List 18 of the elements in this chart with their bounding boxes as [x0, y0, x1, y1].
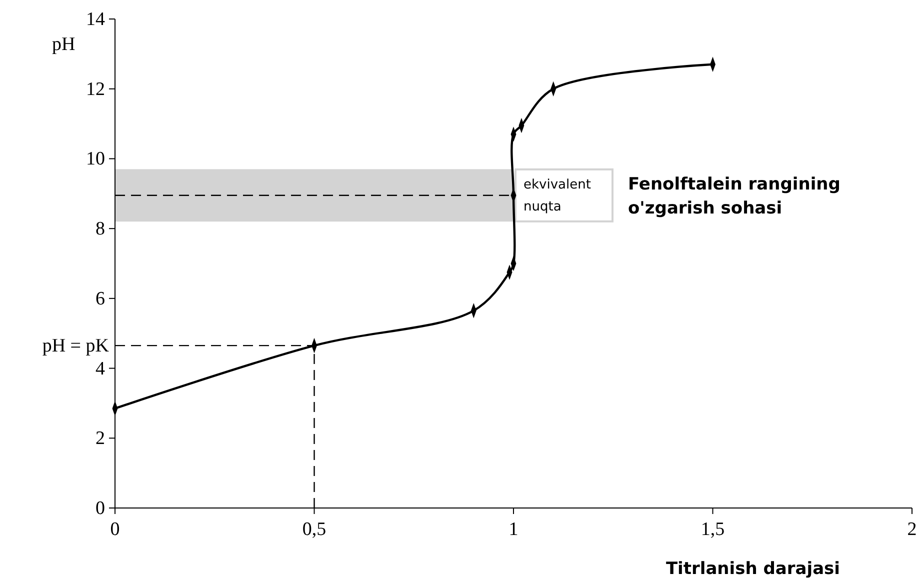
x-tick-label: 1 — [508, 519, 518, 540]
y-tick-label: 14 — [86, 9, 106, 30]
y-tick-label: 8 — [96, 218, 105, 240]
x-tick-label: 1,5 — [700, 519, 725, 540]
y-tick-label: 10 — [86, 148, 105, 170]
y-axis-title: pH — [52, 34, 76, 55]
x-tick-label: 0 — [110, 519, 120, 540]
x-axis-title: Titrlanish darajasi — [666, 559, 840, 579]
ref-line-label: pH = pK — [42, 336, 110, 357]
y-tick-label: 12 — [86, 78, 105, 100]
ref-line-label: ekvivalent nuqta — [524, 177, 591, 214]
x-tick-label: 0,5 — [302, 519, 326, 540]
annotation: Fenolftalein rangining o'zgarish sohasi — [628, 174, 840, 218]
y-tick-label: 4 — [96, 358, 106, 380]
y-tick-label: 6 — [96, 288, 105, 310]
y-tick-label: 2 — [96, 428, 105, 450]
x-tick-label: 2 — [907, 519, 917, 540]
y-tick-label: 0 — [96, 498, 105, 519]
